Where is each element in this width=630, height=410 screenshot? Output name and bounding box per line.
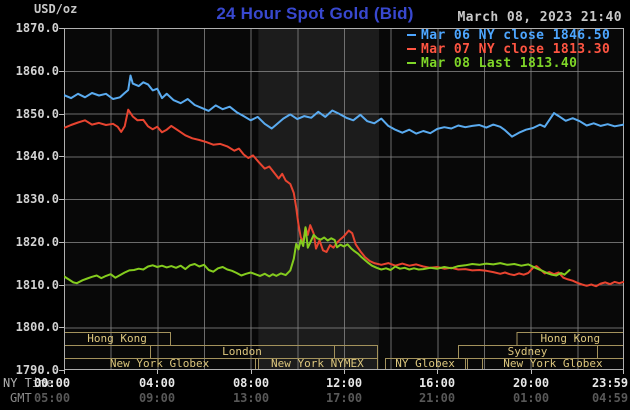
legend: Mar 06 NY close 1846.50 Mar 07 NY close 1…: [407, 27, 611, 71]
y-axis-tick-mark: [59, 285, 64, 286]
y-axis-tick-mark: [59, 28, 64, 29]
legend-item-0: Mar 06 NY close 1846.50: [407, 27, 611, 43]
session-label: NY Globex: [395, 357, 455, 370]
y-axis-tick-label: 1840.0: [15, 149, 59, 164]
x-axis-ny-time-label: 12:00: [325, 376, 363, 390]
y-axis-tick-label: 1860.0: [15, 63, 59, 78]
y-axis-tick-mark: [59, 114, 64, 115]
session-label: Sydney: [508, 345, 548, 358]
session-label: New York NYMEX: [271, 357, 364, 370]
y-axis-tick-label: 1820.0: [15, 234, 59, 249]
x-axis-tick-mark: [531, 370, 532, 374]
y-axis-tick-label: 1790.0: [15, 363, 59, 377]
x-axis-gmt-label: 13:00: [232, 391, 270, 405]
legend-item-label: Mar 07 NY close 1813.30: [421, 41, 611, 57]
series-line-2: [63, 226, 571, 285]
legend-line-marker: [407, 48, 416, 50]
y-axis-tick-mark: [59, 199, 64, 200]
y-axis-tick-mark: [59, 242, 64, 243]
y-axis-tick-mark: [59, 370, 64, 371]
x-axis-tick-mark: [437, 370, 438, 374]
y-axis-unit-label: USD/oz: [34, 2, 78, 16]
x-axis-ny-time-label: 08:00: [232, 376, 270, 390]
y-axis-tick-mark: [59, 71, 64, 72]
x-axis-gmt-label: 09:00: [138, 391, 176, 405]
legend-item-label: Mar 08 Last 1813.40: [421, 55, 578, 71]
x-axis-tick-mark: [251, 370, 252, 374]
x-axis-ny-time-label: 23:59: [591, 376, 629, 390]
x-axis-gmt-label: 05:00: [33, 391, 71, 405]
chart-timestamp: March 08, 2023 21:40: [457, 10, 622, 25]
x-axis-caption-ny-time: NY Time: [3, 376, 54, 390]
legend-item-2: Mar 08 Last 1813.40: [407, 55, 610, 71]
y-axis-tick-label: 1830.0: [15, 192, 59, 206]
x-axis-ny-time-label: 16:00: [418, 376, 456, 390]
series-line-1: [63, 108, 625, 288]
legend-item-label: Mar 06 NY close 1846.50: [421, 27, 611, 43]
x-axis-ny-time-label: 00:00: [33, 376, 71, 390]
legend-line-marker: [407, 34, 416, 36]
y-axis-tick-mark: [59, 327, 64, 328]
session-label: Hong Kong: [87, 332, 147, 345]
x-axis-gmt-label: 17:00: [325, 391, 363, 405]
x-axis-tick-mark: [64, 370, 65, 374]
legend-item-1: Mar 07 NY close 1813.30: [407, 41, 611, 57]
series-line-0: [63, 74, 625, 138]
chart-plot-area: Hong Kong Hong Kong London Sydney New York G…: [63, 28, 625, 371]
page-title: 24 Hour Spot Gold (Bid): [216, 4, 414, 23]
x-axis-gmt-label: 04:59: [591, 391, 629, 405]
y-axis-tick-label: 1870.0: [15, 21, 59, 35]
y-axis-tick-label: 1800.0: [15, 320, 59, 335]
x-axis-tick-mark: [344, 370, 345, 374]
y-axis-tick-label: 1810.0: [15, 277, 59, 292]
x-axis-ny-time-label: 04:00: [138, 376, 176, 390]
session-label: New York Globex: [110, 357, 210, 370]
x-axis-gmt-label: 01:00: [512, 391, 550, 405]
x-axis-gmt-label: 21:00: [418, 391, 456, 405]
session-label: New York Globex: [503, 357, 603, 370]
x-axis-ny-time-label: 20:00: [512, 376, 550, 390]
chart-border: [64, 28, 624, 370]
y-axis-tick-mark: [59, 156, 64, 157]
y-axis-tick-label: 1850.0: [15, 106, 59, 121]
session-label: London: [222, 345, 262, 358]
x-axis-tick-mark: [623, 370, 624, 374]
x-axis-caption-gmt: GMT: [10, 391, 32, 405]
x-axis-tick-mark: [157, 370, 158, 374]
session-label: Hong Kong: [541, 332, 601, 345]
legend-line-marker: [407, 62, 416, 64]
